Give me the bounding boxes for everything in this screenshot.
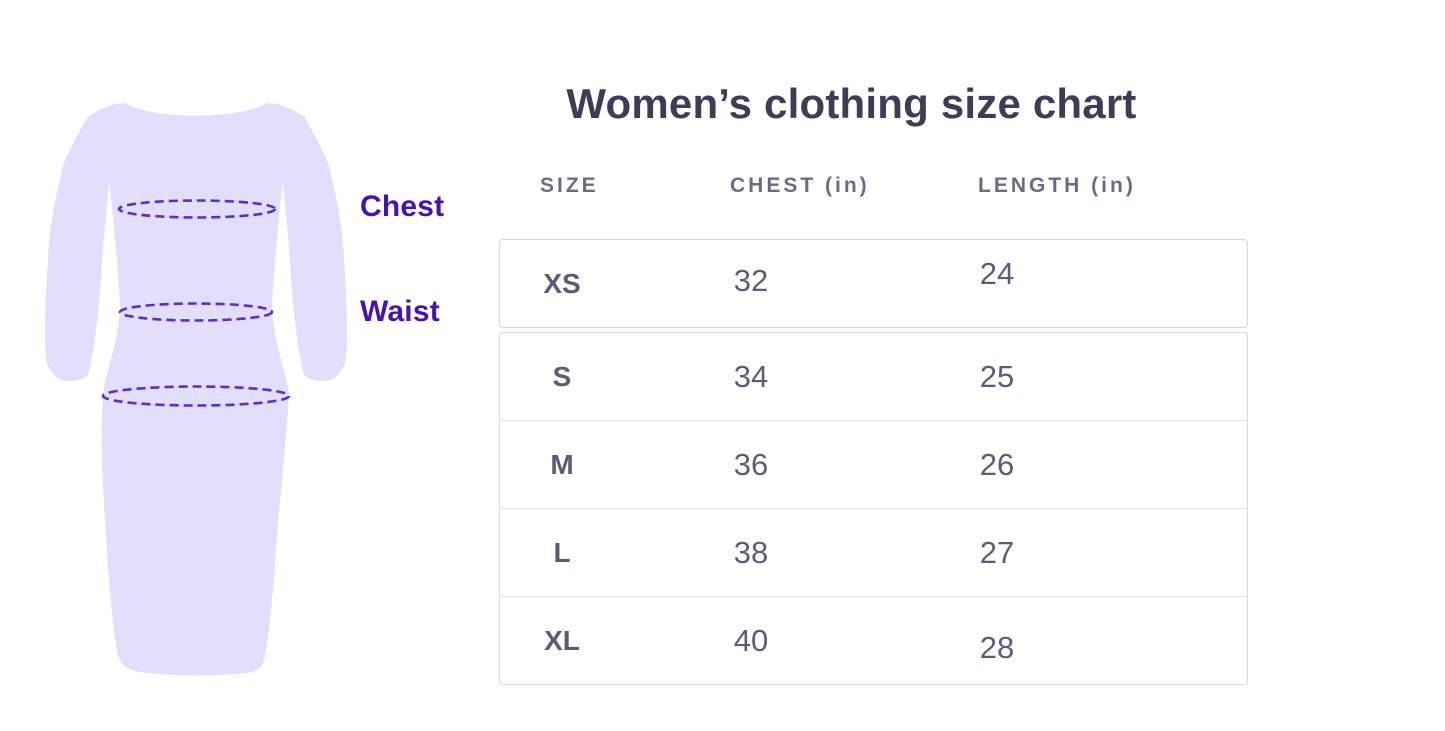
cell-chest: 34 — [733, 358, 769, 394]
dress-body — [88, 103, 304, 676]
column-header-chest: CHEST (in) — [730, 174, 870, 197]
cell-length: 25 — [979, 358, 1015, 394]
dress-left-sleeve — [45, 116, 112, 381]
cell-length: 28 — [979, 629, 1015, 665]
cell-chest: 32 — [733, 262, 769, 298]
table-row: XS 32 24 — [500, 240, 1247, 327]
table-row: XL 40 28 — [500, 596, 1247, 684]
cell-size: M — [550, 448, 574, 480]
cell-chest: 38 — [733, 534, 769, 570]
cell-size: XL — [544, 624, 580, 656]
table-row: L 38 27 — [500, 508, 1247, 596]
dress-right-sleeve — [280, 116, 347, 381]
cell-length: 26 — [979, 446, 1015, 482]
chest-label: Chest — [360, 190, 445, 223]
cell-size: L — [553, 536, 571, 568]
cell-size: S — [552, 360, 572, 392]
cell-chest: 40 — [733, 622, 769, 658]
table-row: S 34 25 — [500, 333, 1247, 420]
hip-measurement-ellipse — [101, 385, 291, 407]
table-row: M 36 26 — [500, 420, 1247, 508]
cell-length: 24 — [979, 255, 1015, 291]
cell-chest: 36 — [733, 446, 769, 482]
page-title: Women’s clothing size chart — [566, 80, 1137, 127]
cell-length: 27 — [979, 534, 1015, 570]
cell-size: XS — [543, 267, 581, 299]
column-header-length: LENGTH (in) — [978, 174, 1136, 197]
table-row-xs-box: XS 32 24 — [499, 239, 1248, 328]
waist-measurement-ellipse — [118, 302, 274, 322]
table-rows-group: S 34 25 M 36 26 L 38 27 XL 40 28 — [499, 332, 1248, 685]
column-header-size: SIZE — [540, 174, 599, 197]
dress-illustration — [45, 103, 347, 676]
chest-measurement-ellipse — [117, 199, 277, 219]
waist-label: Waist — [360, 295, 440, 328]
